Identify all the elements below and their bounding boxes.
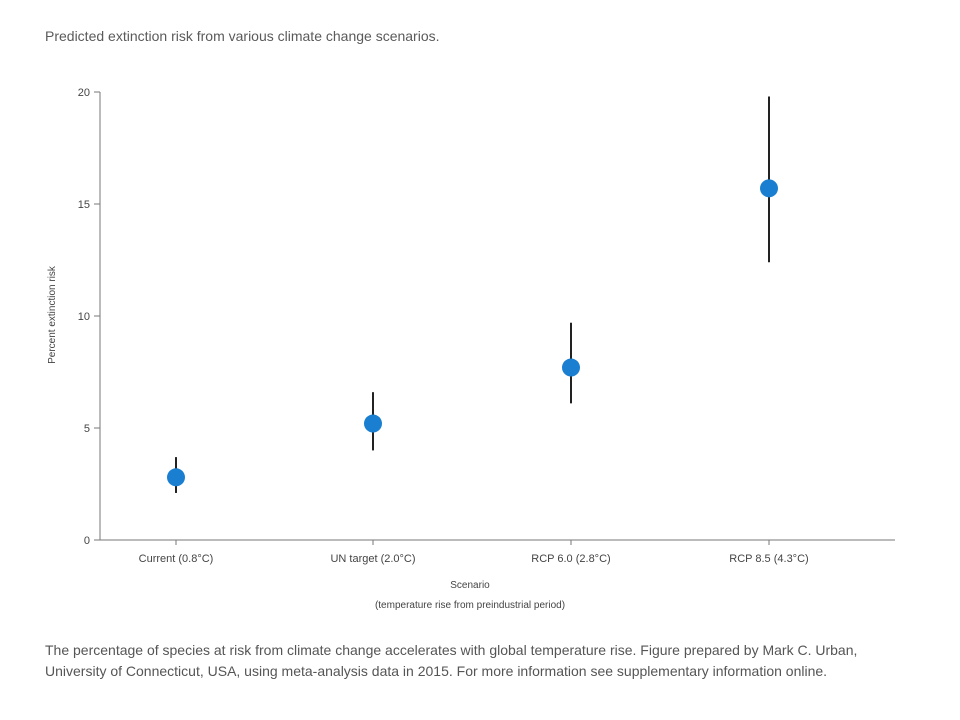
- y-tick-label: 0: [84, 535, 90, 547]
- y-axis-label: Percent extinction risk: [47, 265, 58, 364]
- data-point: [167, 468, 185, 487]
- x-tick-label: Current (0.8°C): [139, 553, 214, 565]
- chart-plot: 0 5 10 15 20 Current (0.8°C) UN target (2.0°C)…: [47, 87, 895, 611]
- y-tick-label: 10: [78, 311, 90, 323]
- data-marks: [167, 96, 778, 493]
- axes: 0 5 10 15 20 Current (0.8°C) UN target (2.0°C)…: [78, 87, 895, 565]
- y-tick-label: 5: [84, 423, 90, 435]
- data-point: [760, 179, 778, 198]
- x-axis-sublabel: (temperature rise from preindustrial per…: [375, 600, 565, 611]
- x-tick-label: RCP 6.0 (2.8°C): [531, 553, 610, 565]
- x-axis-label: Scenario: [450, 580, 490, 591]
- figure-caption: The percentage of species at risk from c…: [45, 642, 858, 679]
- chart-title: Predicted extinction risk from various c…: [45, 28, 440, 44]
- y-tick-label: 15: [78, 199, 90, 211]
- x-tick-label: UN target (2.0°C): [330, 553, 415, 565]
- x-tick-label: RCP 8.5 (4.3°C): [729, 553, 808, 565]
- y-tick-label: 20: [78, 87, 90, 99]
- data-point: [562, 358, 580, 377]
- data-point: [364, 414, 382, 433]
